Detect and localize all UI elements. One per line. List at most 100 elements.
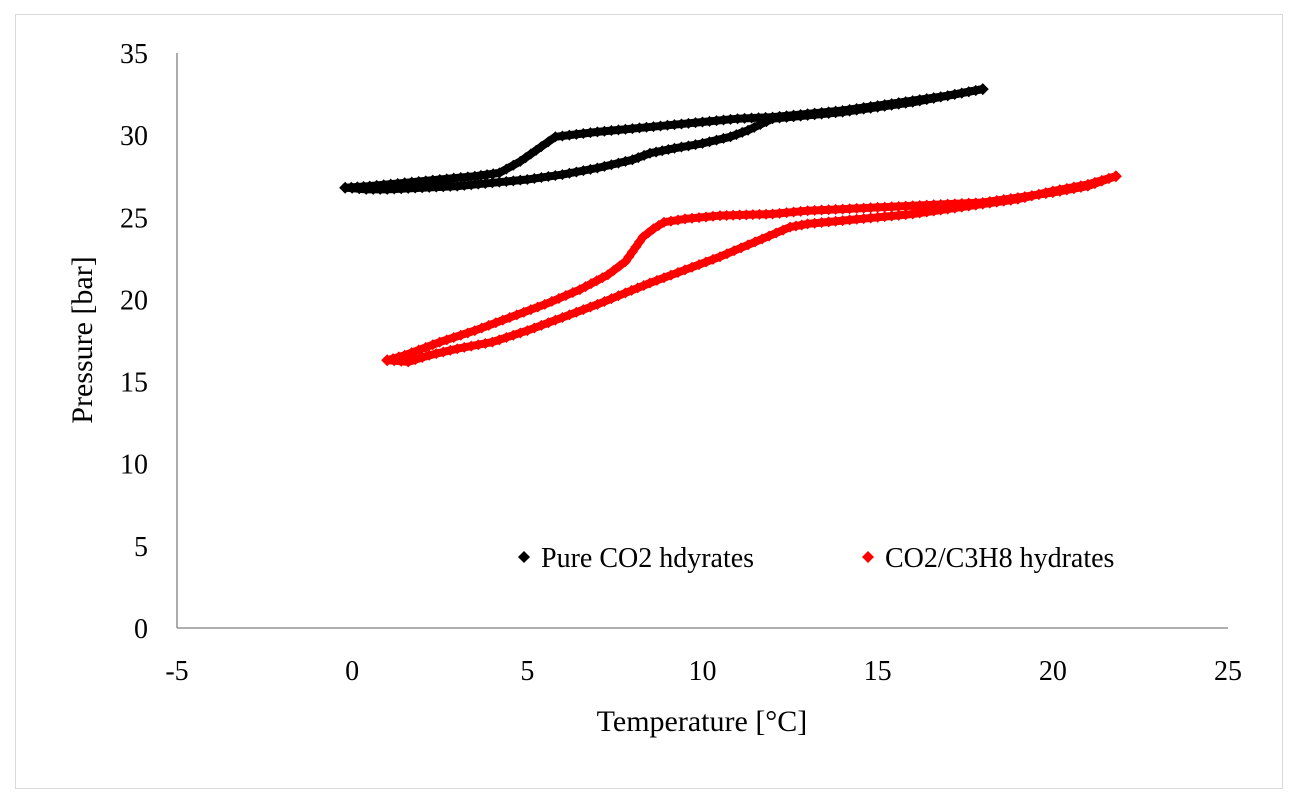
- data-point: [747, 209, 759, 221]
- axes: -5 0 5 10 15 20 25 0 5 10 15 20 25 30 35: [120, 39, 1242, 687]
- data-point: [795, 205, 807, 217]
- data-point: [816, 217, 828, 229]
- data-point: [844, 203, 856, 215]
- y-tick-label: 25: [120, 203, 148, 234]
- data-point: [753, 208, 765, 220]
- data-point: [577, 165, 589, 177]
- data-point: [563, 129, 575, 141]
- data-point: [872, 201, 884, 213]
- data-point: [774, 112, 786, 124]
- data-point: [416, 182, 428, 194]
- data-point: [682, 140, 694, 152]
- data-point: [914, 207, 926, 219]
- data-point: [675, 141, 687, 153]
- data-point: [1054, 184, 1066, 196]
- data-point: [437, 181, 449, 193]
- data-point: [584, 127, 596, 139]
- y-tick-label: 10: [120, 450, 148, 481]
- data-point: [921, 206, 933, 218]
- legend: Pure CO2 hdyrates CO2/C3H8 hydrates: [518, 543, 1114, 574]
- data-point: [830, 203, 842, 215]
- data-point: [402, 356, 414, 368]
- x-tick-label: 5: [520, 656, 534, 687]
- legend-marker: [862, 551, 874, 563]
- data-point: [949, 202, 961, 214]
- data-point: [668, 119, 680, 131]
- data-point: [672, 214, 684, 226]
- data-point: [837, 106, 849, 118]
- y-axis-label: Pressure [bar]: [66, 256, 99, 423]
- data-point: [570, 166, 582, 178]
- data-point: [388, 183, 400, 195]
- data-point: [556, 130, 568, 142]
- data-point: [970, 84, 982, 96]
- data-point: [700, 211, 712, 223]
- data-point: [823, 107, 835, 119]
- data-point: [727, 209, 739, 221]
- data-point: [942, 203, 954, 215]
- data-point: [521, 174, 533, 185]
- data-point: [879, 100, 891, 112]
- data-point: [486, 177, 498, 189]
- legend-label: Pure CO2 hdyrates: [541, 543, 754, 574]
- data-point: [767, 208, 779, 220]
- data-point: [830, 107, 842, 119]
- x-axis-label: Temperature [°C]: [597, 705, 808, 738]
- data-point: [381, 354, 394, 367]
- data-point: [935, 91, 947, 103]
- data-point: [977, 83, 989, 95]
- data-point: [472, 178, 484, 190]
- data-point: [577, 128, 589, 139]
- data-point: [886, 99, 898, 111]
- data-point: [746, 112, 758, 124]
- data-point: [402, 182, 414, 194]
- data-point: [907, 96, 919, 108]
- data-point: [697, 116, 708, 128]
- data-point: [872, 101, 884, 113]
- data-point: [858, 213, 870, 225]
- data-point: [851, 104, 863, 116]
- data-point: [865, 102, 877, 114]
- data-point: [781, 111, 793, 123]
- data-point: [711, 115, 723, 127]
- data-point: [465, 179, 477, 191]
- data-point: [865, 212, 877, 224]
- data-point: [956, 201, 968, 213]
- data-point: [886, 201, 898, 213]
- data-point: [858, 103, 870, 115]
- data-point: [704, 115, 716, 127]
- data-point: [886, 210, 898, 222]
- data-point: [740, 209, 752, 221]
- data-point: [739, 112, 751, 124]
- data-point: [360, 183, 372, 195]
- data-point: [879, 211, 891, 223]
- data-point: [633, 122, 645, 134]
- data-point: [570, 128, 582, 140]
- y-tick-label: 35: [120, 39, 148, 70]
- data-point: [823, 204, 835, 216]
- data-point: [781, 207, 793, 219]
- series-1: [339, 83, 989, 195]
- data-point: [1005, 194, 1017, 206]
- data-point: [528, 173, 540, 185]
- data-point: [1068, 181, 1080, 193]
- data-point: [395, 355, 407, 367]
- data-point: [907, 200, 919, 212]
- data-point: [661, 119, 673, 131]
- x-tick-label: 0: [345, 656, 359, 687]
- data-point: [830, 215, 842, 227]
- data-point: [591, 126, 603, 138]
- data-point: [823, 216, 835, 228]
- data-point: [623, 251, 635, 263]
- data-point: [1012, 193, 1024, 205]
- data-point: [942, 90, 954, 102]
- data-point: [809, 109, 821, 121]
- data-point: [444, 180, 456, 192]
- data-point: [900, 200, 912, 212]
- data-point: [802, 205, 814, 217]
- data-point: [984, 197, 996, 209]
- chart-frame: [15, 14, 1283, 789]
- data-point: [732, 113, 744, 125]
- data-point: [339, 181, 352, 194]
